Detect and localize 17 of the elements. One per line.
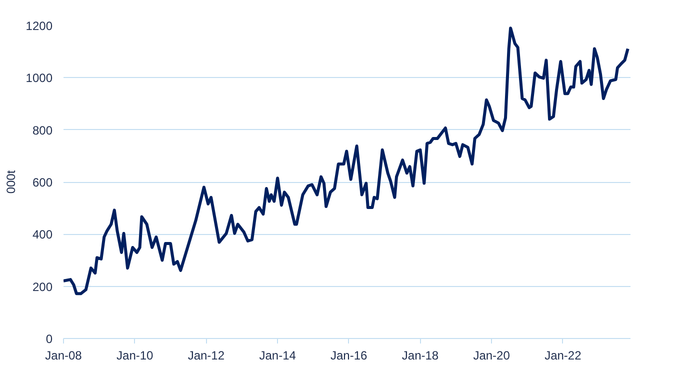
y-tick-label: 400 [32,228,53,242]
y-tick-label: 1200 [26,19,53,33]
x-tick-label: Jan-18 [402,348,439,362]
x-tick-label: Jan-10 [116,348,154,362]
y-tick-label: 200 [32,280,53,294]
y-tick-label: 0 [46,332,53,346]
x-tick-label: Jan-12 [188,348,225,362]
x-tick-label: Jan-08 [45,348,82,362]
line-series [64,26,630,296]
y-tick-label: 600 [32,176,53,190]
y-tick-label: 800 [32,123,53,138]
y-axis-title: 000t [4,170,18,194]
x-tick-label: Jan-22 [544,348,582,362]
x-tick-label: Jan-20 [473,348,510,362]
x-tick-label: Jan-16 [330,348,368,362]
y-tick-label: 1000 [26,71,53,86]
x-tick-label: Jan-14 [259,348,296,362]
